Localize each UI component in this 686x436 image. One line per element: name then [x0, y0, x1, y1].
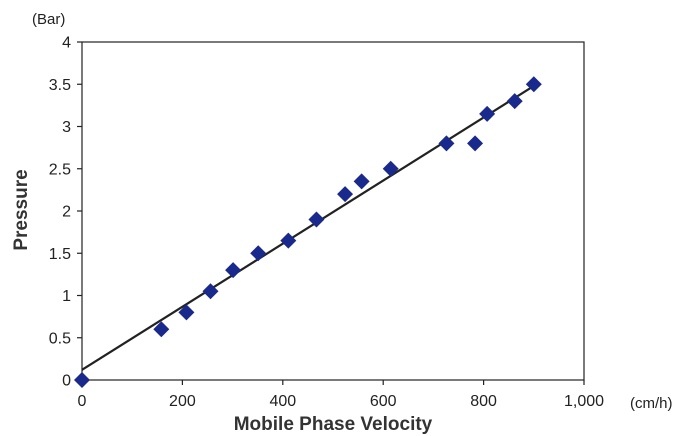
data-point	[280, 232, 297, 249]
y-tick-label: 3.5	[49, 77, 71, 94]
data-point	[337, 186, 354, 203]
data-point	[74, 372, 90, 388]
data-point	[438, 135, 455, 152]
y-tick-label: 1.5	[49, 246, 71, 263]
data-point	[153, 321, 170, 338]
x-tick-label: 800	[470, 393, 497, 410]
y-tick-label: 0	[62, 373, 71, 390]
y-tick-label: 0.5	[49, 330, 71, 347]
x-tick-label: 400	[269, 393, 296, 410]
trendline	[81, 85, 535, 371]
data-point	[225, 262, 242, 279]
data-points	[74, 76, 542, 388]
data-point	[202, 283, 219, 300]
x-axis-unit: (cm/h)	[630, 395, 673, 412]
data-point	[506, 93, 523, 110]
axis-ticks: 0 0.5 1 1.5 2 2.5 3 3.5 4 0 200 400 600 800 1,000	[49, 35, 604, 411]
x-tick-label: 200	[169, 393, 196, 410]
data-point	[250, 245, 267, 262]
x-tick-label: 1,000	[564, 393, 604, 410]
x-tick-label: 600	[370, 393, 397, 410]
y-tick-label: 1	[62, 288, 71, 305]
y-tick-label: 3	[62, 119, 71, 136]
data-point	[382, 160, 399, 177]
data-point	[308, 211, 325, 228]
y-tick-label: 2	[62, 204, 71, 221]
data-point	[525, 76, 542, 93]
y-axis-title: Pressure	[11, 169, 32, 250]
x-axis-title: Mobile Phase Velocity	[234, 414, 433, 435]
y-tick-label: 4	[62, 35, 71, 52]
y-axis-unit: (Bar)	[32, 11, 65, 28]
data-point	[178, 304, 195, 321]
trendline-layer	[81, 85, 535, 371]
data-point	[353, 173, 370, 190]
y-tick-label: 2.5	[49, 161, 71, 178]
data-point	[467, 135, 484, 152]
data-point	[479, 105, 496, 122]
x-tick-label: 0	[78, 393, 87, 410]
